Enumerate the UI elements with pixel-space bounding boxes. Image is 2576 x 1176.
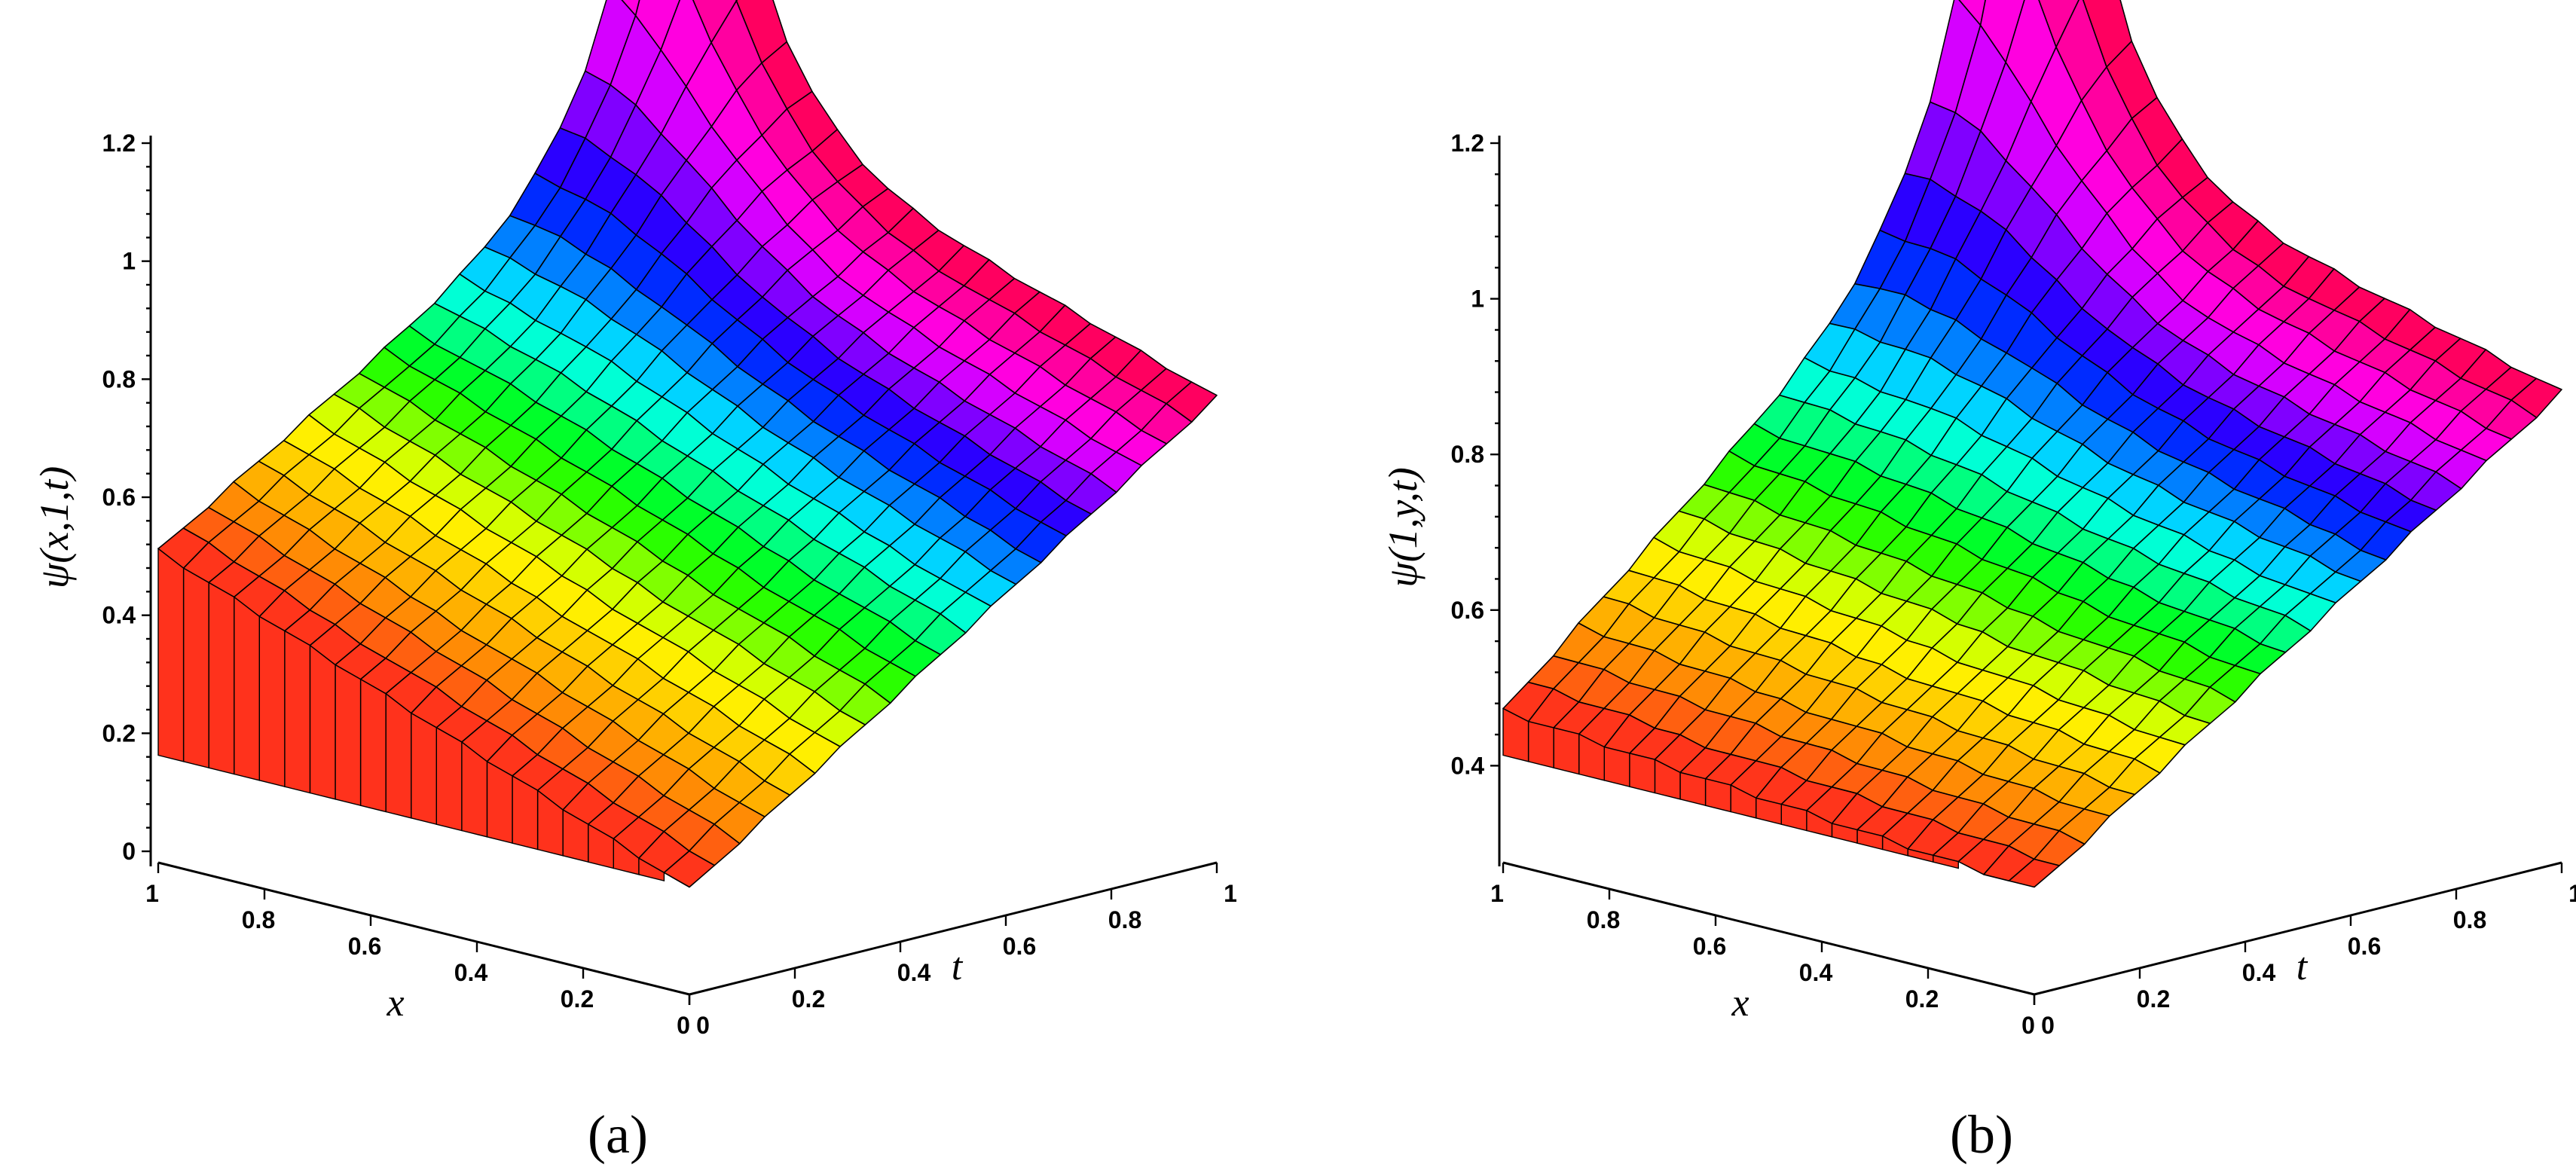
skirt-patch — [157, 547, 185, 762]
surface-patch — [2008, 858, 2061, 888]
t-tick-label: 0.4 — [897, 959, 931, 986]
skirt-patch — [1502, 707, 1529, 762]
skirt-patch — [1679, 771, 1707, 807]
z-tick-label: 1 — [1471, 286, 1484, 313]
skirt-patch — [1704, 777, 1731, 813]
skirt-patch — [435, 726, 463, 832]
panel-caption: (b) — [1950, 1104, 2013, 1165]
x-tick-label: 0.4 — [1799, 959, 1833, 986]
x-tick-label: 0.2 — [1905, 985, 1939, 1013]
t-tick-label: 1 — [2568, 880, 2576, 907]
skirt-patch — [385, 692, 412, 819]
x-tick-label: 0.2 — [561, 985, 594, 1013]
z-tick-label: 1.2 — [1451, 130, 1484, 157]
x-axis-label: x — [386, 982, 404, 1025]
x-tick-label: 0 — [2021, 1012, 2035, 1039]
t-tick-label: 0 — [696, 1012, 710, 1039]
skirt-patch — [258, 615, 286, 788]
skirt-patch — [1603, 746, 1630, 788]
t-axis-line — [2034, 861, 2562, 996]
x-tick-label: 1 — [145, 880, 159, 907]
x-tick-label: 0.8 — [1587, 906, 1620, 933]
panel-caption: (a) — [588, 1104, 648, 1165]
surface-front-skirt — [1502, 707, 1959, 869]
t-tick-label: 1 — [1224, 880, 1237, 907]
surface-mesh — [1502, 0, 2562, 888]
z-tick-label: 0.6 — [1451, 597, 1484, 624]
t-tick-label: 0 — [2041, 1012, 2055, 1039]
z-tick-label: 0.4 — [102, 602, 136, 629]
t-axis-label: t — [2296, 945, 2309, 988]
x-tick-label: 0.6 — [1693, 933, 1726, 960]
x-tick-label: 0.4 — [454, 959, 488, 986]
axes: 1 0.8 0.6 0.4 0.2 0 0 0.2 0.4 0.6 0.8 1 0.4 0.6 0.8 1 1.… — [1380, 130, 2576, 1039]
surface-patch — [663, 850, 716, 888]
t-tick-label: 0.2 — [2137, 985, 2170, 1013]
skirt-patch — [208, 582, 235, 775]
skirt-patch — [1553, 727, 1580, 775]
surface-patch — [621, 0, 640, 17]
z-tick-label: 0.6 — [102, 484, 136, 511]
surface-mesh — [157, 0, 1218, 888]
z-tick-label: 1 — [122, 248, 136, 275]
skirt-patch — [182, 567, 209, 769]
t-tick-label: 0.8 — [1108, 906, 1141, 933]
z-tick-label: 0.8 — [1451, 441, 1484, 468]
t-tick-label: 0.4 — [2242, 959, 2276, 986]
t-axis-line — [689, 861, 1218, 996]
skirt-patch — [411, 712, 437, 826]
z-tick-label: 0 — [122, 838, 136, 865]
skirt-patch — [359, 678, 387, 813]
skirt-patch — [1629, 753, 1656, 794]
panel-a: 10.80.60.40.20 00.20.40.60.8100.20.40.60.… — [32, 0, 1237, 1165]
axes: 10.80.60.40.20 00.20.40.60.8100.20.40.60.… — [32, 130, 1237, 1039]
z-tick-label: 0.2 — [102, 719, 136, 747]
z-tick-label: 0.8 — [102, 365, 136, 393]
t-tick-label: 0.6 — [1003, 933, 1036, 960]
skirt-patch — [284, 630, 311, 794]
x-axis-label: x — [1731, 982, 1749, 1025]
z-tick-label: 0.4 — [1451, 752, 1485, 779]
x-tick-label: 0.6 — [348, 933, 381, 960]
t-tick-label: 0.6 — [2348, 933, 2381, 960]
x-tick-label: 0.8 — [242, 906, 275, 933]
x-tick-label: 1 — [1490, 880, 1504, 907]
t-tick-label: 0.2 — [792, 985, 825, 1013]
x-axis-line — [1502, 861, 2035, 996]
x-tick-label: 0 — [677, 1012, 690, 1039]
x-axis-line — [157, 861, 690, 996]
skirt-patch — [1527, 720, 1554, 769]
skirt-patch — [335, 664, 362, 807]
t-tick-label: 0.8 — [2453, 906, 2486, 933]
skirt-patch — [309, 644, 336, 800]
z-tick-label: 1.2 — [102, 130, 136, 157]
skirt-patch — [234, 596, 260, 781]
skirt-patch — [486, 760, 513, 845]
panel-b: 1 0.8 0.6 0.4 0.2 0 0 0.2 0.4 0.6 0.8 1 0.4 0.6 0.8 1 1.… — [1380, 0, 2576, 1165]
surface-front-skirt — [157, 547, 665, 882]
t-axis-label: t — [952, 945, 964, 988]
z-axis-label: ψ(1,y,t) — [1380, 467, 1426, 588]
z-axis-label: ψ(x,1,t) — [32, 466, 77, 588]
